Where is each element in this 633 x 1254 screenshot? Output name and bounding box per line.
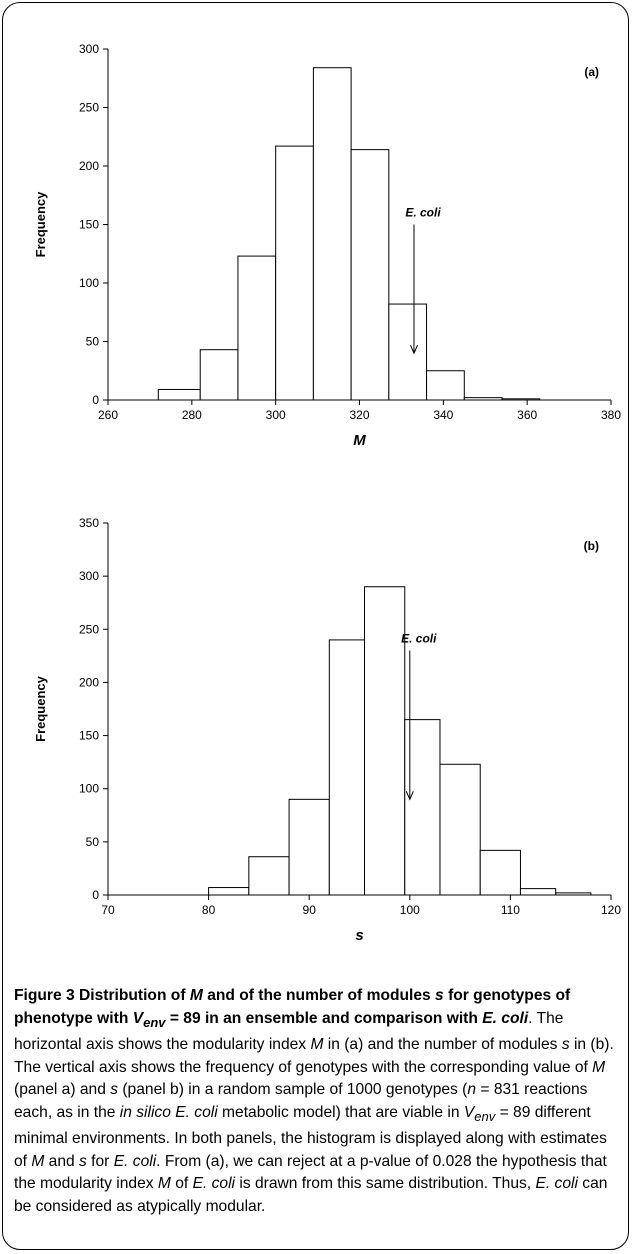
histogram-panel-b: 0 50 100 150 200 250 300 350 70 80 90 100 110 120 Freq… (33, 516, 621, 944)
x-tick-label: 280 (182, 408, 202, 422)
y-tick-label: 50 (86, 835, 100, 849)
x-tick-label: 90 (303, 903, 317, 917)
x-tick-label: 80 (202, 903, 216, 917)
caption-title: Distribution of M and of the number of m… (14, 987, 571, 1030)
histogram-bar (519, 888, 557, 896)
histogram-bar (275, 145, 314, 401)
y-tick-label: 0 (92, 888, 99, 902)
y-tick-label: 250 (79, 101, 99, 115)
y-tick-label: 200 (79, 159, 99, 173)
histogram-bar (439, 763, 481, 896)
y-tick-label: 150 (79, 729, 99, 743)
histogram-bar (157, 388, 201, 401)
x-tick-label: 110 (501, 903, 520, 917)
histogram-bar (479, 849, 521, 896)
ecoli-annotation: E. coli (401, 632, 437, 646)
x-axis-label: M (353, 432, 366, 449)
y-tick-label: 200 (79, 675, 99, 689)
ecoli-arrow-head (410, 344, 418, 355)
x-tick-label: 260 (98, 408, 118, 422)
x-tick-label: 100 (400, 903, 420, 917)
y-tick-label: 150 (79, 218, 99, 232)
ecoli-arrow-head (405, 791, 414, 801)
histogram-bar (404, 719, 441, 896)
figure-caption: Figure 3 Distribution of M and of the nu… (14, 985, 618, 1218)
panel-label: (b) (584, 539, 599, 553)
histogram-bar (248, 856, 290, 896)
caption-body: . The horizontal axis shows the modulari… (14, 1009, 614, 1215)
y-axis-label: Frequency (33, 191, 48, 258)
y-tick-label: 0 (92, 393, 99, 407)
ecoli-annotation: E. coli (405, 206, 441, 220)
histogram-bar (364, 586, 406, 896)
histogram-bar (199, 349, 239, 401)
y-tick-label: 300 (79, 569, 99, 583)
y-tick-label: 350 (79, 516, 99, 530)
y-tick-label: 300 (79, 42, 99, 56)
x-tick-label: 360 (517, 408, 537, 422)
x-tick-label: 340 (433, 408, 453, 422)
y-axis-label: Frequency (33, 675, 48, 742)
histogram-bar (237, 255, 277, 401)
panel-label: (a) (584, 65, 599, 79)
histogram-bar (208, 887, 250, 896)
histogram-bar (388, 303, 428, 401)
y-tick-label: 250 (79, 622, 99, 636)
histogram-bar (350, 149, 390, 401)
x-tick-label: 300 (266, 408, 286, 422)
histogram-bar (426, 370, 465, 401)
x-tick-label: 70 (101, 903, 115, 917)
y-tick-label: 50 (86, 335, 100, 349)
histogram-panel-a: 0 50 100 150 200 250 300 260 280 300 320 340 360 380 F… (33, 42, 621, 449)
x-axis-label: s (355, 927, 363, 944)
x-tick-label: 120 (601, 903, 621, 917)
histogram-bar (328, 639, 366, 896)
histogram-bar (288, 798, 330, 896)
y-tick-label: 100 (79, 782, 99, 796)
caption-figure-label: Figure 3 (14, 987, 75, 1004)
histogram-bar (312, 67, 352, 401)
x-tick-label: 320 (349, 408, 369, 422)
x-tick-label: 380 (601, 408, 621, 422)
y-tick-label: 100 (79, 276, 99, 290)
